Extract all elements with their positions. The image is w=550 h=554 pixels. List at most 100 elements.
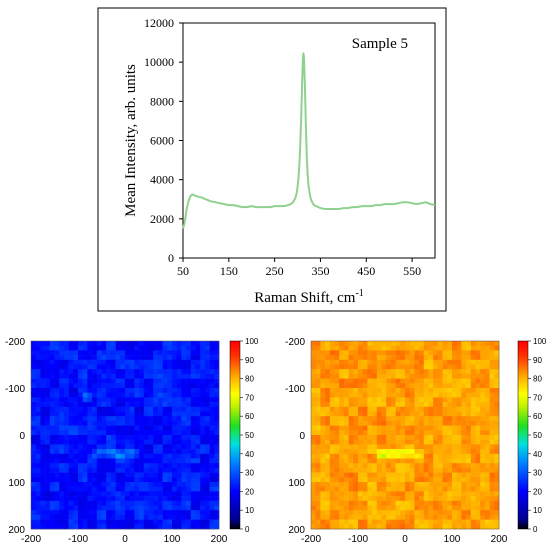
heatmap-cell xyxy=(343,345,349,351)
heatmap-cell xyxy=(45,355,51,361)
heatmap-cell xyxy=(409,467,415,473)
heatmap-cell xyxy=(452,406,457,412)
heatmap-cell xyxy=(358,463,363,469)
heatmap-cell xyxy=(381,519,387,525)
heatmap-cell xyxy=(148,355,154,361)
heatmap-cell xyxy=(386,341,392,346)
heatmap-cell xyxy=(484,355,490,361)
heatmap-cell xyxy=(437,383,443,389)
heatmap-cell xyxy=(195,420,201,426)
heatmap-cell xyxy=(409,373,415,379)
heatmap-cell xyxy=(172,411,177,417)
heatmap-cell xyxy=(101,486,107,492)
heatmap-cell xyxy=(73,388,79,393)
heatmap-cell xyxy=(456,500,462,506)
heatmap-cell xyxy=(442,486,448,492)
heatmap-cell xyxy=(157,496,163,502)
heatmap-cell xyxy=(348,425,354,431)
heatmap-cell xyxy=(381,514,387,520)
heatmap-cell xyxy=(157,406,163,412)
heatmap-cell xyxy=(433,373,439,379)
heatmap-cell xyxy=(386,524,392,530)
heatmap-cell xyxy=(143,369,149,375)
heatmap-cell xyxy=(162,491,168,497)
heatmap-cell xyxy=(320,411,326,417)
heatmap-cell xyxy=(73,355,79,361)
heatmap-cell xyxy=(40,406,46,412)
heatmap-cell xyxy=(400,392,406,398)
heatmap-cell xyxy=(73,463,79,469)
heatmap-cell xyxy=(143,510,149,516)
heatmap-cell xyxy=(461,397,467,403)
heatmap-cell xyxy=(31,373,36,379)
heatmap-cell xyxy=(334,364,340,370)
heatmap-cell xyxy=(181,350,187,356)
heatmap-cell xyxy=(87,373,93,379)
heatmap-cell xyxy=(31,341,36,346)
heatmap-cell xyxy=(204,355,210,361)
heatmap-cell xyxy=(334,359,340,365)
heatmap-cell xyxy=(339,519,345,525)
heatmap-cell xyxy=(204,514,210,520)
heatmap-cell xyxy=(63,397,69,403)
heatmap-cell xyxy=(139,350,145,356)
heatmap-cell xyxy=(204,477,210,483)
heatmap-cell xyxy=(320,359,326,365)
heatmap-cell xyxy=(82,500,88,506)
heatmap-cell xyxy=(87,510,93,516)
heatmap-cell xyxy=(386,406,392,412)
heatmap-cell xyxy=(405,463,410,469)
heatmap-cell xyxy=(409,449,415,455)
heatmap-cell xyxy=(447,472,453,478)
heatmap-cell xyxy=(386,388,392,393)
heatmap-cell xyxy=(31,369,36,375)
heatmap-cell xyxy=(329,467,335,473)
heatmap-cell xyxy=(456,463,462,469)
heatmap-cell xyxy=(405,491,410,497)
heatmap-cell xyxy=(40,373,46,379)
heatmap-cell xyxy=(120,345,126,351)
heatmap-cell xyxy=(96,369,102,375)
heatmap-cell xyxy=(419,350,425,356)
heatmap-cell xyxy=(176,486,182,492)
heatmap-cell xyxy=(419,519,425,525)
heatmap-cell xyxy=(456,482,462,487)
heatmap-cell xyxy=(82,477,88,483)
heatmap-cell xyxy=(87,378,93,384)
heatmap-cell xyxy=(78,467,83,473)
heatmap-cell xyxy=(209,397,215,403)
heatmap-cell xyxy=(325,449,331,455)
heatmap-cell xyxy=(87,463,93,469)
heatmap-cell xyxy=(414,453,420,459)
heatmap-cell xyxy=(176,420,182,426)
heatmap-cell xyxy=(162,505,168,511)
heatmap-cell xyxy=(195,467,201,473)
heatmap-cell xyxy=(400,345,406,351)
heatmap-cell xyxy=(390,477,396,483)
heatmap-cell xyxy=(343,453,349,459)
heatmap-cell xyxy=(315,416,321,422)
heatmap-cell xyxy=(381,355,387,361)
heatmap-cell xyxy=(362,514,368,520)
heatmap-cell xyxy=(428,341,434,346)
heatmap-cell xyxy=(63,435,69,440)
heatmap-cell xyxy=(45,467,51,473)
heatmap-cell xyxy=(456,435,462,440)
heatmap-cell xyxy=(157,439,163,445)
heatmap-cell xyxy=(195,416,201,422)
heatmap-cell xyxy=(129,416,135,422)
heatmap-cell xyxy=(372,453,378,459)
heatmap-cell xyxy=(447,435,453,440)
heatmap-cell xyxy=(129,514,135,520)
heatmap-cell xyxy=(494,486,500,492)
heatmap-cell xyxy=(437,392,443,398)
heatmap-cell xyxy=(390,463,396,469)
heatmap-cell xyxy=(358,392,363,398)
heatmap-cell xyxy=(82,463,88,469)
heatmap-cell xyxy=(162,524,168,530)
heatmap-cell xyxy=(49,449,55,455)
heatmap-cell xyxy=(157,430,163,436)
heatmap-cell xyxy=(419,491,425,497)
heatmap-cell xyxy=(395,439,401,445)
heatmap-cell xyxy=(129,355,135,361)
